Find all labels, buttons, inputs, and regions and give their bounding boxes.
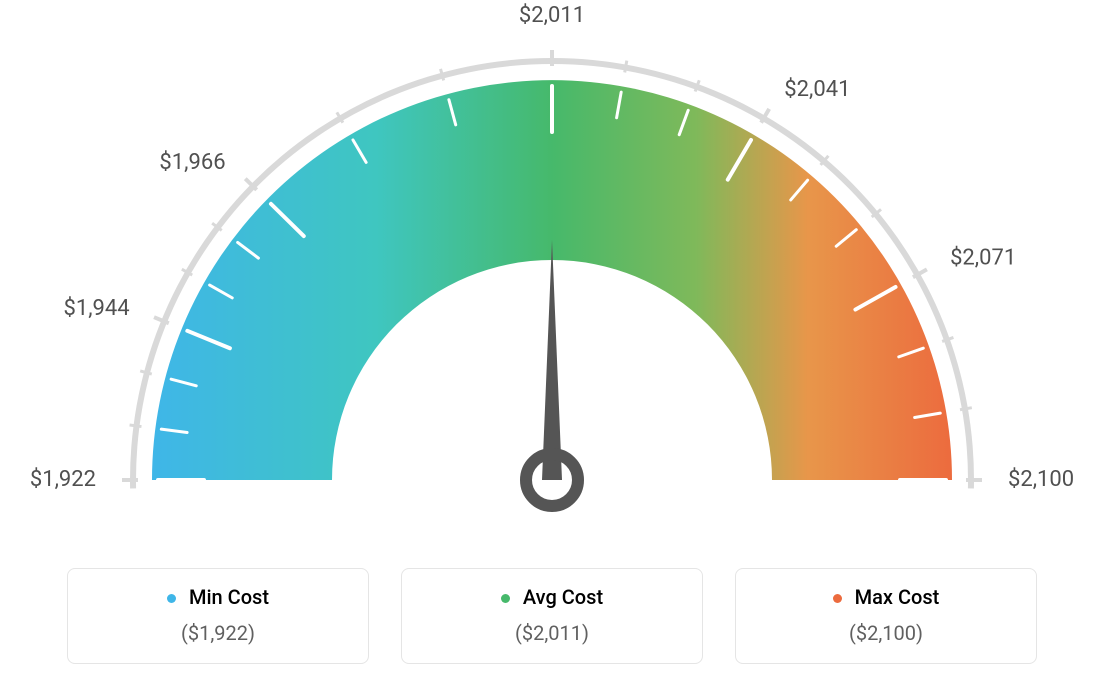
svg-text:$2,071: $2,071 bbox=[950, 246, 1016, 271]
legend-card-avg: Avg Cost ($2,011) bbox=[401, 568, 703, 664]
legend-label-avg: Avg Cost bbox=[523, 585, 603, 609]
svg-text:$1,966: $1,966 bbox=[159, 150, 225, 175]
legend-label-min: Min Cost bbox=[189, 585, 269, 609]
legend-dot-max bbox=[833, 594, 842, 603]
legend-label-max: Max Cost bbox=[855, 585, 940, 609]
svg-text:$2,100: $2,100 bbox=[1008, 467, 1074, 492]
legend-card-min: Min Cost ($1,922) bbox=[67, 568, 369, 664]
svg-text:$2,041: $2,041 bbox=[784, 77, 850, 102]
legend-dot-avg bbox=[501, 594, 510, 603]
legend-value-min: ($1,922) bbox=[68, 621, 368, 645]
legend: Min Cost ($1,922) Avg Cost ($2,011) Max … bbox=[0, 568, 1104, 664]
svg-text:$1,922: $1,922 bbox=[30, 467, 96, 492]
legend-value-max: ($2,100) bbox=[736, 621, 1036, 645]
svg-text:$1,944: $1,944 bbox=[63, 296, 129, 321]
legend-card-max: Max Cost ($2,100) bbox=[735, 568, 1037, 664]
legend-dot-min bbox=[167, 594, 176, 603]
svg-text:$2,011: $2,011 bbox=[519, 3, 585, 28]
legend-value-avg: ($2,011) bbox=[402, 621, 702, 645]
gauge-chart: $1,922 $1,944 $1,966 $2,011 $2,041 $2,071 $2,1… bbox=[0, 0, 1104, 540]
